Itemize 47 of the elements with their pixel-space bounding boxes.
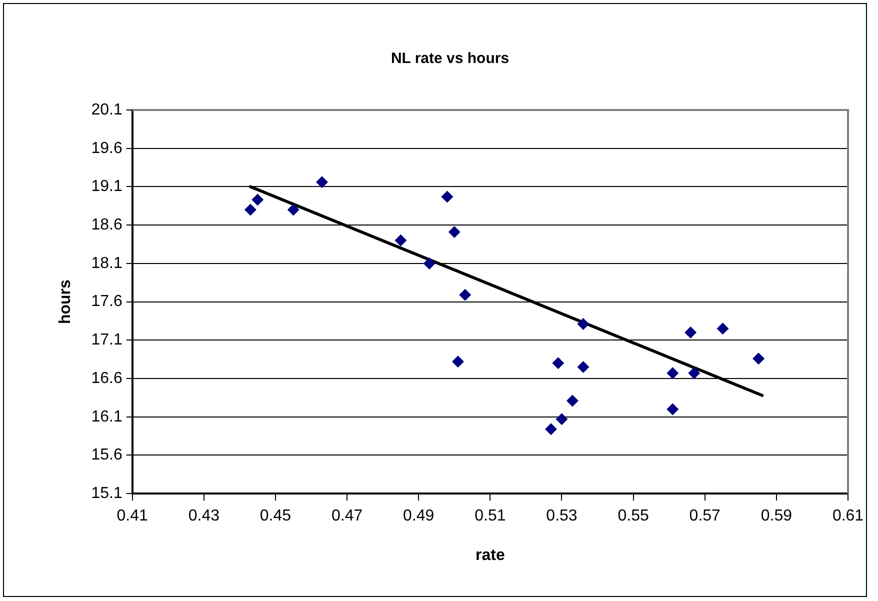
- y-tick-label: 16.1: [91, 408, 122, 426]
- point: [684, 326, 697, 338]
- chart-title: NL rate vs hours: [390, 50, 510, 68]
- x-tick-label: 0.57: [689, 508, 721, 525]
- point: [316, 176, 328, 188]
- point: [423, 257, 436, 270]
- point: [394, 234, 407, 246]
- y-tick-label: 15.1: [91, 485, 122, 502]
- point: [666, 367, 679, 380]
- x-tick-label: 0.53: [546, 508, 578, 525]
- point: [459, 288, 472, 301]
- y-tick-label: 18.6: [91, 216, 122, 234]
- x-axis-title: rate: [475, 546, 505, 564]
- point: [441, 190, 454, 203]
- point: [666, 403, 679, 416]
- x-tick-label: 0.61: [832, 508, 864, 525]
- point: [556, 413, 568, 426]
- point: [252, 194, 264, 206]
- x-tick-label: 0.45: [260, 508, 292, 525]
- point: [545, 423, 557, 436]
- point: [452, 356, 464, 368]
- x-tick-label: 0.43: [188, 508, 220, 525]
- point: [552, 357, 564, 370]
- y-tick-label: 20.1: [91, 101, 122, 118]
- point: [287, 204, 300, 216]
- y-axis-title: hours: [57, 279, 74, 324]
- point: [752, 352, 765, 365]
- point: [244, 204, 256, 216]
- y-tick-label: 15.6: [91, 446, 122, 464]
- x-tick-label: 0.41: [116, 508, 148, 525]
- y-tick-label: 19.1: [91, 178, 122, 196]
- x-tick-label: 0.49: [403, 508, 434, 525]
- point: [448, 226, 460, 238]
- y-tick-label: 19.6: [91, 140, 122, 157]
- x-tick-label: 0.55: [618, 508, 649, 525]
- y-tick-label: 18.1: [91, 254, 122, 272]
- point: [716, 322, 729, 335]
- y-tick-label: 17.1: [91, 332, 122, 349]
- y-tick-label: 17.6: [91, 293, 122, 310]
- point: [566, 394, 578, 407]
- point: [577, 318, 590, 330]
- x-tick-label: 0.51: [474, 508, 506, 525]
- x-tick-label: 0.59: [760, 508, 792, 525]
- y-tick-label: 16.6: [91, 370, 122, 387]
- point: [688, 367, 700, 380]
- x-tick-label: 0.47: [331, 508, 363, 525]
- point: [577, 361, 590, 374]
